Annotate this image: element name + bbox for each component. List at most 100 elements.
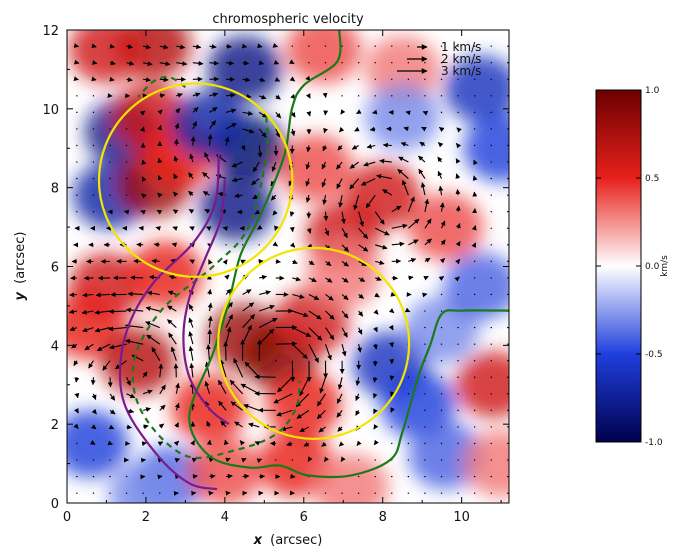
- velocity-arrow: [325, 310, 335, 320]
- velocity-arrow: [363, 161, 376, 167]
- velocity-arrow: [168, 274, 177, 280]
- velocity-dot: [258, 244, 260, 246]
- velocity-blob: [364, 35, 440, 103]
- velocity-dot: [424, 62, 426, 64]
- velocity-arrow: [81, 309, 94, 315]
- x-tick-label: 0: [63, 510, 71, 525]
- velocity-dot: [473, 95, 476, 97]
- velocity-arrow: [286, 441, 293, 447]
- velocity-arrow: [372, 344, 378, 350]
- velocity-dot: [507, 244, 509, 246]
- velocity-arrow: [455, 158, 461, 164]
- velocity-arrow: [292, 310, 309, 318]
- velocity-arrow: [440, 239, 446, 246]
- velocity-arrow: [242, 302, 255, 312]
- velocity-dot: [341, 95, 343, 97]
- velocity-arrow: [207, 289, 213, 295]
- velocity-arrow: [259, 304, 275, 312]
- velocity-dot: [507, 277, 509, 279]
- y-axis-label: y (arcsec): [13, 232, 28, 301]
- velocity-dot: [76, 442, 78, 445]
- velocity-arrow: [275, 258, 281, 264]
- velocity-arrow: [358, 310, 364, 317]
- velocity-arrow: [206, 420, 212, 428]
- velocity-dot: [507, 45, 509, 47]
- velocity-dot: [92, 144, 95, 147]
- velocity-dot: [457, 360, 459, 362]
- velocity-blob: [100, 327, 176, 395]
- velocity-arrow: [258, 94, 267, 100]
- velocity-arrow: [321, 178, 327, 188]
- velocity-dot: [391, 426, 393, 428]
- velocity-arrow: [88, 360, 94, 369]
- velocity-arrow: [131, 354, 144, 362]
- velocity-dot: [76, 128, 78, 130]
- velocity-dot: [457, 475, 459, 478]
- velocity-arrow: [188, 317, 194, 328]
- velocity-arrow: [336, 161, 343, 170]
- velocity-dot: [125, 144, 128, 147]
- velocity-arrow: [141, 441, 147, 447]
- velocity-arrow: [418, 155, 426, 163]
- velocity-arrow: [437, 156, 443, 163]
- velocity-arrow: [391, 223, 408, 229]
- velocity-arrow: [473, 159, 478, 166]
- velocity-arrow: [159, 93, 166, 99]
- velocity-arrow: [351, 144, 359, 150]
- velocity-arrow: [143, 407, 152, 412]
- velocity-arrow: [290, 128, 296, 137]
- velocity-arrow: [127, 291, 144, 297]
- velocity-dot: [440, 393, 443, 395]
- velocity-arrow: [379, 158, 392, 164]
- velocity-arrow: [95, 292, 111, 298]
- velocity-dot: [424, 409, 426, 412]
- velocity-arrow: [175, 108, 181, 114]
- velocity-dot: [391, 475, 393, 478]
- velocity-arrow: [338, 441, 345, 447]
- velocity-arrow: [292, 293, 305, 299]
- velocity-arrow: [455, 258, 461, 265]
- velocity-arrow: [157, 157, 163, 164]
- velocity-arrow: [151, 346, 161, 361]
- velocity-arrow: [143, 424, 149, 430]
- legend-entry-2: 2 km/s: [407, 52, 481, 66]
- velocity-arrow: [155, 225, 161, 231]
- velocity-arrow: [102, 360, 111, 371]
- velocity-arrow: [94, 327, 111, 333]
- velocity-dot: [357, 492, 360, 494]
- x-tick-label: 6: [300, 510, 308, 525]
- velocity-dot: [109, 475, 111, 478]
- velocity-dot: [457, 343, 459, 345]
- colorbar-tick-label: 0.0: [645, 262, 660, 272]
- legend-entry-1: 1 km/s: [417, 40, 481, 54]
- velocity-dot: [92, 177, 95, 180]
- velocity-dot: [440, 293, 443, 296]
- velocity-arrow: [349, 178, 360, 190]
- velocity-arrow: [306, 145, 312, 153]
- velocity-dot: [440, 78, 443, 80]
- velocity-arrow: [109, 393, 116, 401]
- velocity-arrow: [159, 384, 166, 395]
- velocity-arrow: [439, 202, 445, 212]
- velocity-arrow: [188, 345, 194, 361]
- velocity-arrow: [142, 371, 148, 378]
- velocity-arrow: [419, 141, 426, 147]
- velocity-dot: [92, 95, 95, 97]
- velocity-arrow: [218, 400, 227, 411]
- velocity-arrow: [372, 109, 378, 115]
- velocity-dot: [440, 409, 443, 412]
- velocity-dot: [490, 244, 492, 246]
- velocity-arrow: [277, 376, 293, 393]
- velocity-dot: [473, 393, 476, 395]
- velocity-arrow: [242, 128, 255, 134]
- velocity-arrow: [289, 76, 296, 82]
- velocity-arrow: [365, 194, 376, 209]
- velocity-arrow: [471, 225, 477, 231]
- velocity-arrow: [404, 307, 411, 313]
- velocity-dot: [76, 492, 78, 494]
- velocity-arrow: [356, 440, 362, 446]
- velocity-arrow: [372, 393, 378, 399]
- velocity-dot: [92, 194, 95, 196]
- y-tick-label: 0: [51, 497, 59, 512]
- velocity-dot: [507, 459, 509, 461]
